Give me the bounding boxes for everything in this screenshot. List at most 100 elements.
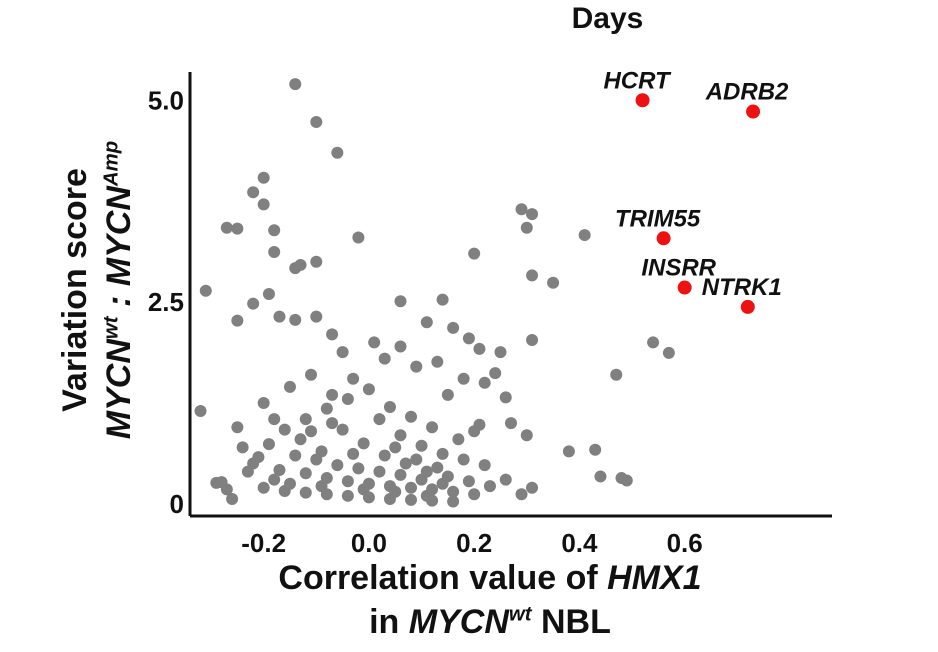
data-point — [373, 465, 386, 478]
data-point — [247, 457, 260, 470]
data-point — [494, 346, 507, 359]
data-point — [578, 229, 591, 242]
data-point — [594, 470, 607, 483]
x-label-sup: wt — [508, 603, 532, 626]
highlight-point-hcrt — [635, 93, 650, 108]
data-point — [362, 383, 375, 396]
data-point — [310, 116, 323, 129]
x-label-gene2: MYCN — [408, 603, 509, 641]
data-point — [405, 493, 418, 506]
data-point — [526, 208, 539, 221]
y-label-sup-a: wt — [100, 316, 123, 340]
data-point — [468, 425, 481, 438]
data-point — [441, 388, 454, 401]
data-point — [347, 447, 360, 460]
data-point — [378, 352, 391, 365]
data-point — [499, 473, 512, 486]
x-tick-label: -0.2 — [241, 528, 286, 558]
data-point — [526, 269, 539, 282]
data-point — [299, 467, 312, 480]
data-point — [336, 346, 349, 359]
data-point — [310, 310, 323, 323]
highlight-label-ntrk1: NTRK1 — [702, 274, 782, 301]
data-point — [447, 485, 460, 498]
y-axis-label: Variation score MYCNwt : MYCNAmp — [53, 30, 143, 550]
data-point — [305, 368, 318, 381]
data-point — [394, 429, 407, 442]
data-point — [220, 221, 233, 234]
data-point — [394, 340, 407, 353]
x-tick-label: 0.6 — [667, 528, 703, 558]
data-point — [436, 447, 449, 460]
highlight-point-adrb2 — [746, 104, 761, 119]
data-point — [547, 276, 560, 289]
data-point — [526, 481, 539, 494]
data-point — [231, 222, 244, 235]
points-layer — [194, 78, 675, 508]
data-point — [447, 495, 460, 508]
data-point — [262, 288, 275, 300]
x-label-prefix2: in — [369, 603, 409, 641]
x-axis-label-line1: Correlation value of HMX1 — [150, 556, 830, 600]
x-tick-label: 0.0 — [351, 528, 387, 558]
highlight-point-insrr — [677, 280, 692, 295]
data-point — [210, 476, 223, 489]
data-point — [341, 489, 354, 502]
y-ticks: 0 2.5 5.0 — [148, 85, 184, 519]
data-point — [283, 380, 296, 393]
data-point — [278, 423, 291, 436]
data-point — [562, 445, 575, 458]
highlight-label-hcrt: HCRT — [603, 67, 672, 94]
data-point — [520, 221, 533, 234]
data-point — [357, 483, 370, 496]
data-point — [326, 417, 339, 430]
data-point — [226, 493, 239, 506]
data-point — [515, 488, 528, 501]
data-point — [473, 342, 486, 355]
data-point — [294, 433, 307, 446]
data-point — [478, 459, 491, 472]
data-point — [410, 453, 423, 466]
data-point — [383, 401, 396, 414]
data-point — [315, 480, 328, 493]
data-point — [431, 461, 444, 474]
y-tick-label: 5.0 — [148, 85, 184, 115]
data-point — [415, 439, 428, 452]
y-label-gene-a: MYCN — [100, 339, 138, 440]
y-tick-label: 0 — [170, 489, 184, 519]
highlight-label-trim55: TRIM55 — [615, 205, 701, 232]
data-point — [620, 474, 633, 487]
data-point — [394, 295, 407, 308]
data-point — [257, 481, 270, 494]
data-point — [257, 171, 270, 184]
data-point — [389, 485, 402, 498]
data-point — [489, 367, 502, 380]
data-point — [268, 473, 281, 486]
x-label-suffix: NBL — [531, 603, 611, 641]
data-point — [410, 360, 423, 373]
data-point — [247, 186, 260, 199]
data-point — [462, 332, 475, 345]
data-point — [305, 425, 318, 438]
data-point — [405, 481, 418, 494]
data-point — [257, 396, 270, 409]
highlight-point-trim55 — [656, 231, 671, 246]
y-axis-label-line1: Variation score — [56, 168, 94, 412]
data-point — [341, 475, 354, 488]
data-point — [499, 391, 512, 404]
data-point — [268, 246, 281, 259]
data-point — [415, 473, 428, 486]
data-point — [231, 421, 244, 434]
data-point — [268, 224, 281, 237]
data-point — [468, 488, 481, 501]
data-point — [257, 198, 270, 211]
data-point — [483, 480, 496, 493]
x-axis-label-line2: in MYCNwt NBL — [150, 600, 830, 644]
data-point — [273, 310, 286, 323]
data-point — [420, 489, 433, 502]
y-label-sup-b: Amp — [100, 140, 123, 187]
data-point — [426, 421, 439, 434]
highlight-label-adrb2: ADRB2 — [705, 79, 789, 106]
data-point — [199, 284, 212, 297]
